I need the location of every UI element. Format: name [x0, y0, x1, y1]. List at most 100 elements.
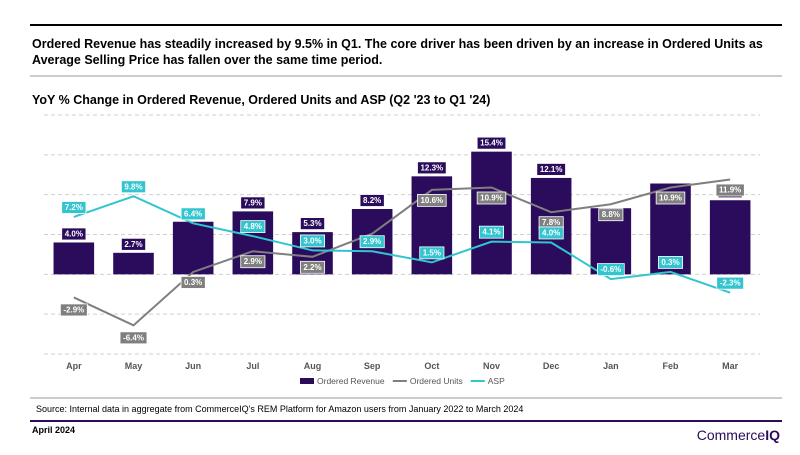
data-label-text: 4.1%: [482, 228, 500, 237]
data-label: 10.6%: [417, 193, 447, 207]
x-tick-label: Sep: [364, 361, 381, 371]
bar: [113, 252, 154, 275]
data-label: 9.8%: [120, 180, 147, 194]
label-box: [598, 208, 624, 222]
label-box: [240, 255, 266, 269]
x-tick-label: Oct: [424, 361, 439, 371]
data-label: 15.4%: [476, 136, 507, 150]
x-tick-label: May: [125, 361, 143, 371]
data-label: -2.9%: [59, 303, 88, 317]
label-box: [120, 180, 147, 194]
data-label-text: 10.6%: [420, 196, 443, 205]
data-label-text: 5.3%: [303, 219, 321, 228]
label-box: [536, 163, 566, 176]
data-label: 2.9%: [359, 235, 385, 249]
data-label-text: 4.0%: [65, 229, 83, 238]
data-label: -6.4%: [119, 331, 148, 345]
legend-label: Ordered Revenue: [317, 376, 385, 386]
data-label: 3.0%: [299, 234, 326, 248]
x-tick-label: Feb: [662, 361, 679, 371]
label-box: [419, 246, 445, 260]
data-label-text: 2.9%: [244, 257, 262, 266]
brand: CommerceIQ: [697, 427, 780, 443]
data-label-text: 0.3%: [184, 278, 202, 287]
label-box: [61, 201, 87, 214]
data-label: 6.4%: [180, 207, 206, 221]
x-tick-label: Jul: [246, 361, 259, 371]
label-box: [180, 276, 206, 289]
label-box: [59, 303, 88, 317]
data-label-text: 8.2%: [363, 196, 381, 205]
legend-swatch: [300, 378, 314, 384]
data-label: -2.3%: [716, 276, 745, 290]
label-box: [299, 217, 326, 231]
label-box: [538, 226, 564, 240]
data-label: 2.9%: [240, 255, 266, 269]
bar: [471, 151, 512, 275]
data-label: 10.9%: [655, 191, 686, 205]
data-label: 8.8%: [598, 208, 624, 222]
bar: [172, 221, 214, 275]
label-box: [180, 207, 206, 221]
data-label: 2.7%: [120, 237, 147, 251]
data-label: 4.8%: [240, 220, 266, 233]
label-box: [299, 260, 326, 274]
source: Source: Internal data in aggregate from …: [36, 404, 523, 414]
data-label-text: 7.2%: [65, 203, 83, 212]
x-tick-label: Jun: [185, 361, 201, 371]
bar: [53, 242, 95, 275]
data-label-text: 1.5%: [423, 248, 441, 257]
label-box: [61, 227, 87, 241]
bar: [709, 200, 751, 275]
data-label-text: 4.8%: [244, 222, 262, 231]
label-box: [715, 183, 745, 197]
headline: Ordered Revenue has steadily increased b…: [32, 37, 763, 67]
data-label-text: -6.4%: [123, 333, 144, 342]
data-label: 8.2%: [359, 194, 385, 207]
label-box: [417, 161, 447, 175]
label-box: [417, 193, 447, 207]
data-label-text: -2.9%: [63, 305, 84, 314]
data-label: 11.9%: [715, 183, 745, 197]
headline-box: Ordered Revenue has steadily increased b…: [32, 37, 763, 67]
data-label: 4.0%: [538, 226, 564, 240]
x-tick-label: Nov: [483, 361, 500, 371]
label-box: [119, 331, 148, 345]
label-box: [120, 237, 147, 251]
data-label: 10.9%: [476, 191, 507, 205]
data-label: 12.3%: [417, 161, 447, 175]
data-label: 0.3%: [657, 256, 684, 269]
data-label-text: 8.8%: [602, 210, 620, 219]
label-box: [716, 276, 745, 290]
brand-text: Commerce: [697, 427, 766, 443]
label-box: [655, 191, 686, 205]
data-label-text: 12.1%: [540, 165, 563, 174]
data-label: 7.9%: [240, 196, 266, 210]
data-label-text: -0.6%: [600, 265, 621, 274]
data-label-text: 6.4%: [184, 209, 202, 218]
data-label: -0.6%: [596, 263, 625, 277]
data-label-text: -2.3%: [720, 279, 741, 288]
data-label-text: 10.9%: [480, 193, 503, 202]
data-label-text: 10.9%: [659, 193, 682, 202]
data-label-text: 4.0%: [542, 228, 560, 237]
legend-label: ASP: [488, 376, 505, 386]
plot: Apr May Jun Jul Aug Sep Oct Nov Dec Jan Feb Mar 4.0%…: [44, 114, 760, 386]
data-label-text: 0.3%: [661, 258, 679, 267]
label-box: [359, 194, 385, 207]
data-label-text: 2.2%: [303, 263, 321, 272]
label-box: [478, 225, 505, 239]
label-box: [240, 220, 266, 233]
data-label-text: 12.3%: [420, 163, 443, 172]
x-tick-label: Jan: [603, 361, 619, 371]
data-label-text: 3.0%: [303, 236, 321, 245]
x-tick-label: Aug: [304, 361, 322, 371]
date: April 2024: [32, 425, 75, 435]
chart-title: YoY % Change in Ordered Revenue, Ordered…: [32, 93, 490, 107]
x-tick-label: Mar: [722, 361, 739, 371]
data-label-text: 15.4%: [480, 139, 503, 148]
brand-bold: IQ: [765, 427, 780, 443]
label-box: [657, 256, 684, 269]
x-tick-label: Dec: [543, 361, 560, 371]
data-label-text: 9.8%: [124, 182, 142, 191]
